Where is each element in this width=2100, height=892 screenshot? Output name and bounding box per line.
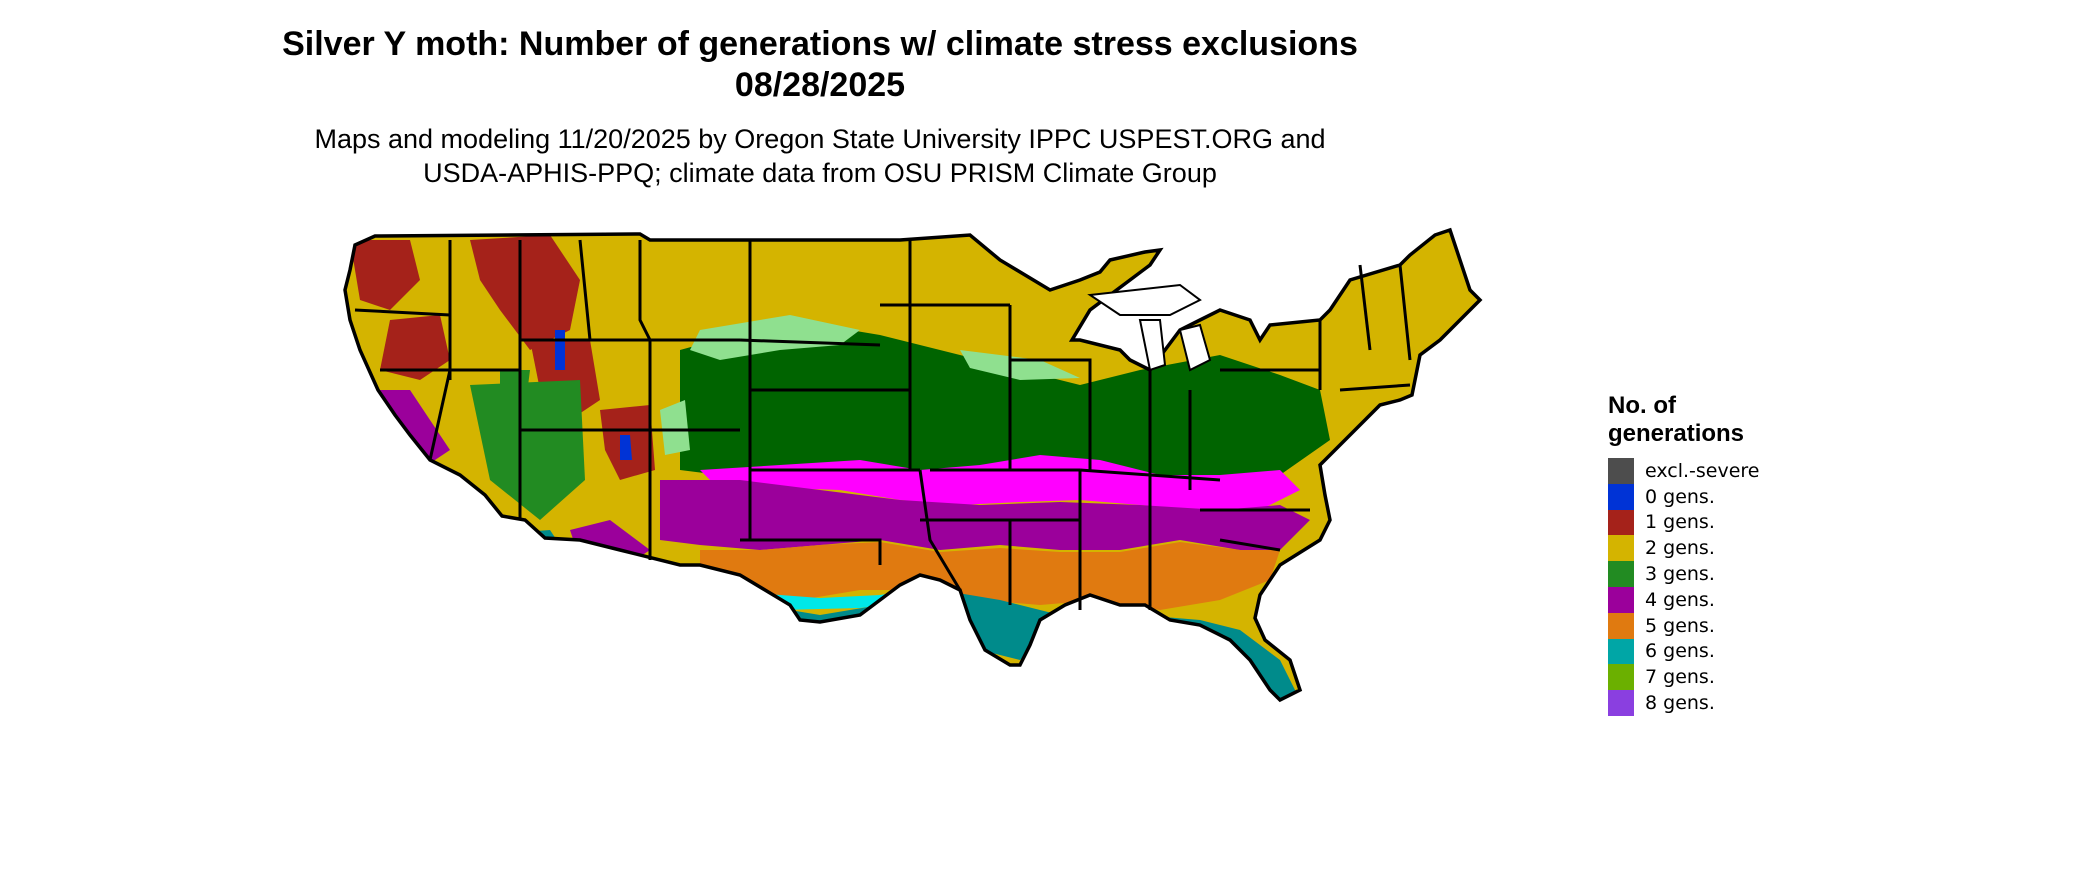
legend-label: 5 gens.: [1645, 614, 1715, 637]
legend-title: No. of generations: [1608, 392, 1868, 448]
legend-swatch: [1608, 535, 1634, 562]
legend-title-line-2: generations: [1608, 420, 1745, 447]
legend-label: 3 gens.: [1645, 563, 1715, 586]
legend-item: 2 gens.: [1608, 535, 1868, 562]
legend-item: 6 gens.: [1608, 638, 1868, 665]
map-subtitle: Maps and modeling 11/20/2025 by Oregon S…: [0, 122, 1640, 190]
legend-item: 3 gens.: [1608, 561, 1868, 587]
title-line-2: 08/28/2025: [734, 66, 906, 104]
legend: No. of generations excl.-severe 0 gens. 1 …: [1608, 392, 1868, 716]
legend-swatch: [1608, 561, 1634, 587]
legend-item: 0 gens.: [1608, 483, 1868, 510]
legend-label: 8 gens.: [1645, 692, 1715, 715]
subtitle-line-2: USDA-APHIS-PPQ; climate data from OSU PR…: [423, 158, 1217, 188]
legend-swatch: [1608, 458, 1634, 484]
legend-label: 6 gens.: [1645, 640, 1715, 663]
legend-swatch: [1608, 586, 1634, 613]
us-map-svg: [343, 228, 1482, 702]
legend-item: 4 gens.: [1608, 586, 1868, 613]
legend-swatch: [1608, 612, 1634, 639]
legend-title-line-1: No. of: [1608, 392, 1676, 419]
legend-swatch: [1608, 664, 1634, 691]
map-title: Silver Y moth: Number of generations w/ …: [0, 24, 1640, 106]
legend-item: 5 gens.: [1608, 612, 1868, 639]
legend-swatch: [1608, 690, 1634, 716]
legend-label: 2 gens.: [1645, 537, 1715, 560]
title-line-1: Silver Y moth: Number of generations w/ …: [282, 25, 1358, 63]
legend-item: 7 gens.: [1608, 664, 1868, 691]
climate-zones: [345, 230, 1480, 700]
state-borders: [343, 228, 1482, 702]
legend-swatch: [1608, 483, 1634, 510]
legend-label: excl.-severe: [1645, 459, 1760, 482]
legend-item: 1 gens.: [1608, 509, 1868, 536]
legend-swatch: [1608, 509, 1634, 536]
legend-label: 1 gens.: [1645, 511, 1715, 534]
legend-label: 4 gens.: [1645, 588, 1715, 611]
legend-swatch: [1608, 638, 1634, 665]
us-map: [320, 220, 1580, 890]
legend-item: excl.-severe: [1608, 458, 1868, 484]
legend-label: 0 gens.: [1645, 485, 1715, 508]
great-lakes: [1087, 283, 1212, 372]
legend-label: 7 gens.: [1645, 666, 1715, 689]
legend-item: 8 gens.: [1608, 690, 1868, 716]
legend-items: excl.-severe 0 gens. 1 gens. 2 gens. 3 gens.…: [1608, 458, 1868, 716]
subtitle-line-1: Maps and modeling 11/20/2025 by Oregon S…: [314, 124, 1326, 154]
